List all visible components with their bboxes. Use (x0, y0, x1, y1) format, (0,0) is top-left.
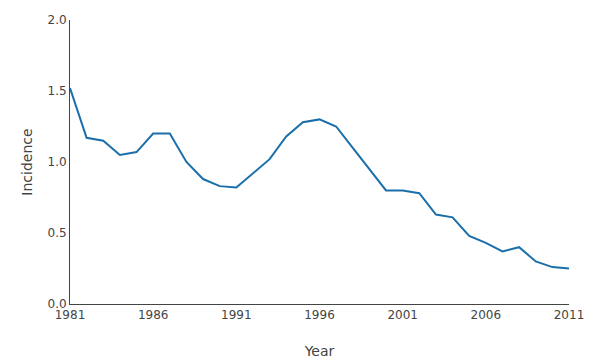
svg-text:Incidence: Incidence (19, 128, 35, 195)
svg-text:1.0: 1.0 (48, 155, 67, 169)
svg-text:2011: 2011 (554, 308, 585, 322)
svg-text:1981: 1981 (55, 308, 86, 322)
svg-text:1996: 1996 (304, 308, 335, 322)
svg-text:1986: 1986 (138, 308, 169, 322)
svg-text:2006: 2006 (471, 308, 502, 322)
svg-text:0.0: 0.0 (48, 297, 67, 311)
svg-text:0.5: 0.5 (48, 226, 67, 240)
svg-text:Year: Year (304, 343, 335, 359)
svg-text:1991: 1991 (221, 308, 252, 322)
svg-text:2.0: 2.0 (48, 13, 67, 27)
svg-text:1.5: 1.5 (48, 84, 67, 98)
svg-text:2001: 2001 (387, 308, 418, 322)
